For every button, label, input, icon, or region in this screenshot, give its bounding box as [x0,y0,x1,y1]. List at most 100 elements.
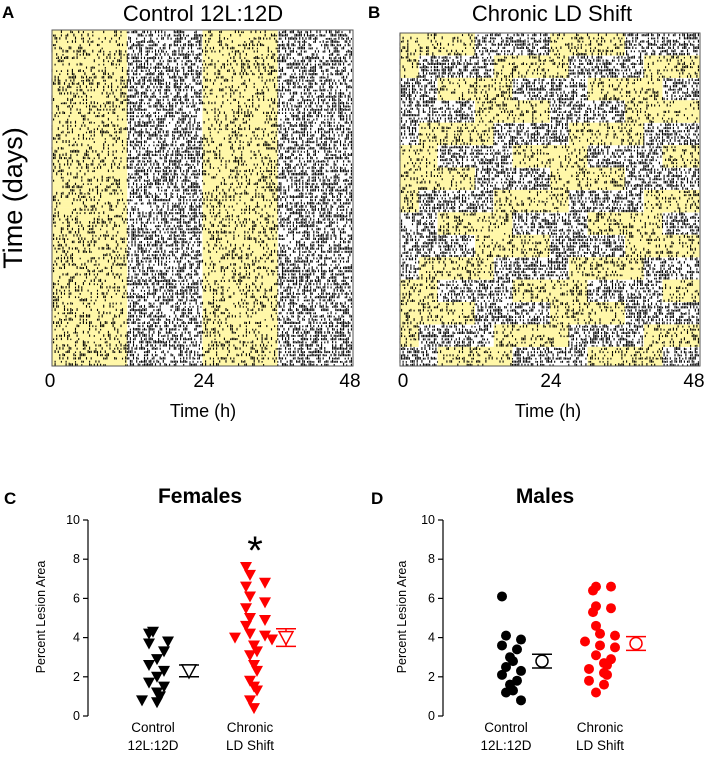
chart-males: Males Percent Lesion Area 0 2 4 6 8 10 Control… [395,485,646,753]
light-phase [587,349,663,354]
activity-row [401,327,699,331]
actogram-frame [399,32,701,367]
light-phase [400,71,419,75]
activity-row [404,311,699,315]
chart-c-point [251,646,263,658]
light-phase [400,311,475,315]
light-phase [662,295,700,299]
chart-c-point [240,620,252,632]
activity-row [57,240,351,244]
chart-c-mean-marker [180,664,198,680]
activity-row [68,143,352,147]
light-phase [52,33,128,37]
activity-row [53,81,348,85]
activity-row [407,52,698,56]
chart-d-point [516,634,526,645]
light-phase [52,353,128,357]
light-phase [587,346,663,351]
light-phase [52,240,128,244]
light-phase [202,240,278,244]
activity-row [54,314,352,318]
light-phase [493,58,569,63]
light-phase [493,65,569,69]
activity-row [59,85,352,89]
activity-row [401,90,699,94]
activity-row [54,362,352,366]
light-phase [587,221,663,226]
chart-c-point [151,654,163,666]
activity-row [53,291,352,295]
light-phase [202,178,278,183]
activity-row [56,346,352,350]
light-phase [202,59,278,63]
chart-c-point [229,632,241,644]
light-phase [52,185,128,189]
light-phase [625,237,700,242]
light-phase [202,336,278,341]
light-phase [625,241,700,245]
light-phase [587,228,663,232]
light-phase [202,210,278,215]
chart-c-significance-star: * [247,529,263,573]
activity-row [401,279,693,283]
light-phase [418,257,494,261]
chart-d-point [595,628,605,639]
light-phase [493,330,569,335]
activity-row [401,106,699,110]
chart-d-point [501,662,511,672]
chart-d-ytick-label-8: 8 [428,552,435,566]
chart-d-category-label: LD Shift [576,738,624,753]
light-phase [400,177,475,181]
chart-c-point [251,665,263,677]
light-phase [52,162,128,166]
light-phase [643,327,700,331]
light-phase [400,170,475,175]
light-phase [568,266,644,271]
light-phase [437,362,513,367]
chart-d-point [584,675,594,686]
chart-c-point [151,697,163,709]
light-phase [52,298,128,302]
chart-c-point [158,681,170,693]
light-phase [202,201,278,205]
light-phase [202,181,278,186]
light-phase [52,159,128,163]
light-phase [587,77,663,82]
light-phase [400,189,419,194]
light-phase [52,62,128,66]
light-phase [662,298,700,303]
activity-row [53,243,349,247]
light-phase [400,39,475,43]
chart-d-point [512,644,522,655]
chart-d-point [602,669,612,680]
light-phase [493,71,569,75]
light-phase [202,233,278,237]
light-phase [202,101,278,105]
light-phase [400,196,419,200]
light-phase [400,298,438,303]
actogram-b-tick-0: 0 [398,371,409,392]
light-phase [52,181,128,186]
light-phase [400,193,419,197]
light-phase [625,106,700,111]
light-phase [52,126,128,131]
light-phase [662,285,700,290]
light-phase [202,81,278,86]
light-phase [625,113,700,117]
light-phase [643,196,700,200]
activity-row [402,100,699,104]
chart-d-category-label: Control [484,720,528,735]
light-phase [202,120,278,124]
light-phase [475,106,550,111]
light-phase [52,88,128,92]
chart-d-point [606,581,616,592]
activity-row [53,152,352,156]
light-phase [52,311,128,315]
light-phase [437,349,513,354]
light-phase [662,282,700,287]
light-phase [587,231,663,235]
chart-c-mean-marker [277,630,295,647]
chart-d-category-label: Chronic [577,720,624,735]
panel-c-letter: C [4,489,16,508]
light-phase [437,225,513,229]
